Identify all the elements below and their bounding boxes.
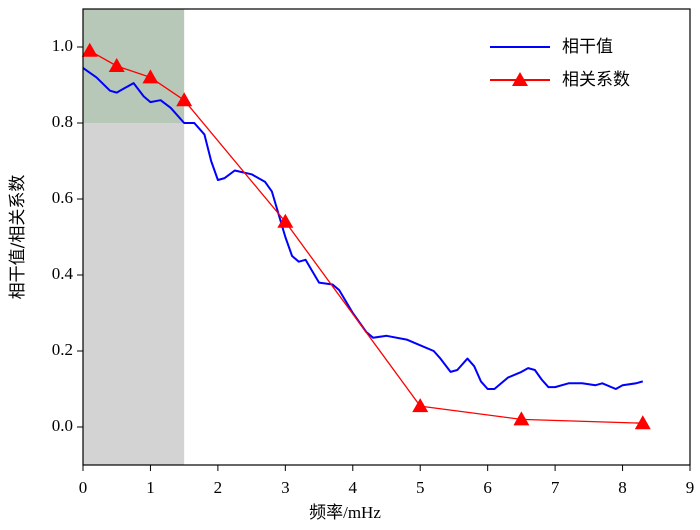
plot-frame	[82, 8, 691, 466]
data-marker	[176, 92, 193, 107]
x-tick-label: 5	[416, 478, 425, 497]
data-marker	[81, 42, 98, 57]
y-tick-label: 0.0	[52, 416, 73, 435]
y-tick-label: 0.4	[52, 264, 74, 283]
y-tick-label: 1.0	[52, 36, 73, 55]
y-tick-label: 0.8	[52, 112, 73, 131]
data-marker	[108, 58, 125, 72]
y-tick-label: 0.6	[52, 188, 73, 207]
legend-marker	[512, 72, 528, 86]
x-tick-label: 8	[618, 478, 627, 497]
x-tick-label: 2	[214, 478, 223, 497]
y-axis-label: 相干值/相关系数	[8, 175, 28, 300]
x-tick-label: 7	[551, 478, 560, 497]
x-tick-label: 4	[349, 478, 358, 497]
data-marker	[277, 213, 294, 228]
legend-label: 相关系数	[562, 70, 630, 90]
x-axis-label: 频率/mHz	[309, 503, 381, 522]
data-marker	[412, 398, 429, 413]
data-line	[82, 67, 644, 390]
y-tick-label: 0.2	[52, 340, 73, 359]
data-marker	[634, 415, 651, 430]
shaded-region	[83, 9, 185, 123]
x-tick-label: 6	[483, 478, 492, 497]
x-tick-label: 3	[281, 478, 290, 497]
shaded-region	[83, 123, 185, 465]
data-marker	[513, 411, 530, 426]
legend-label: 相干值	[562, 37, 613, 57]
x-tick-label: 0	[79, 478, 88, 497]
data-marker	[142, 69, 159, 84]
x-tick-label: 1	[146, 478, 155, 497]
x-tick-label: 9	[686, 478, 695, 497]
